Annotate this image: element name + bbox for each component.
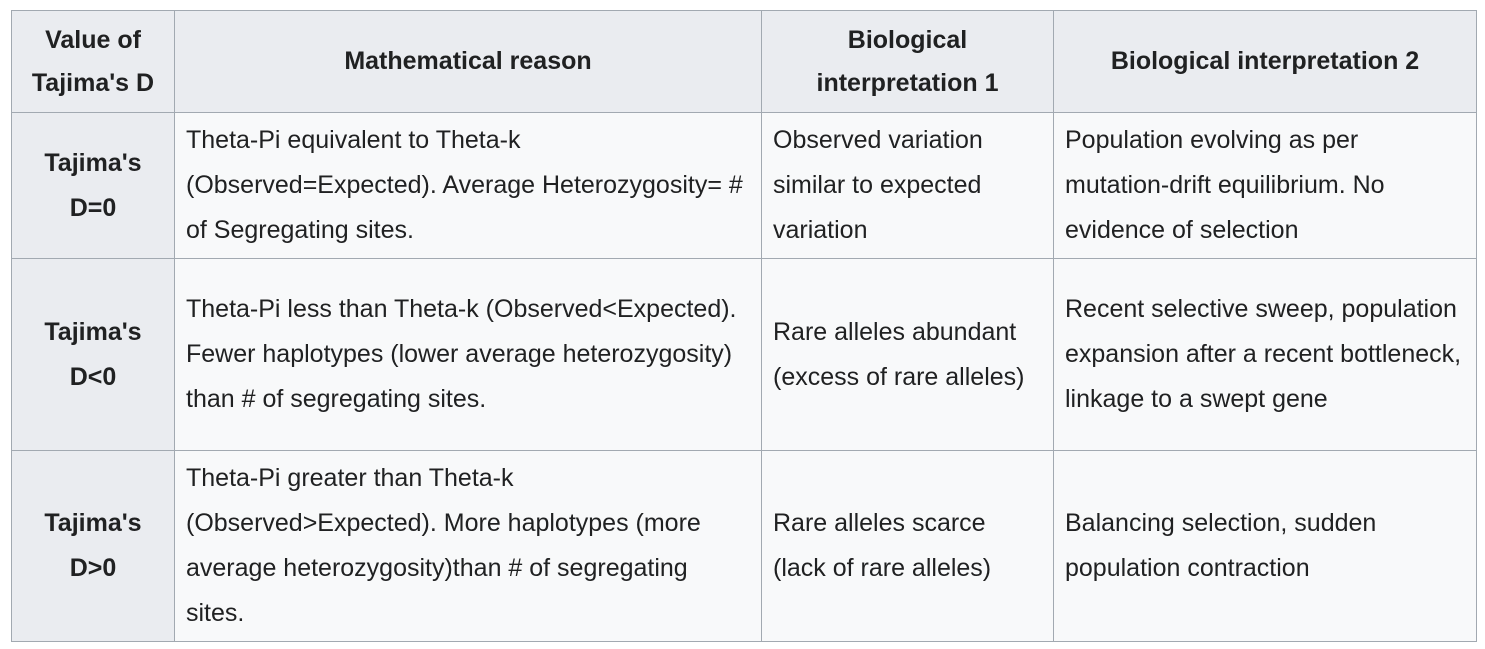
table-row: Tajima's D=0 Theta-Pi equivalent to Thet… <box>11 112 1477 259</box>
bio-interpretation-2-cell: Recent selective sweep, population expan… <box>1053 258 1477 451</box>
bio-interpretation-1-cell: Observed variation similar to expected v… <box>761 112 1054 259</box>
math-reason-cell: Theta-Pi equivalent to Theta-k (Observed… <box>174 112 762 259</box>
header-value: Value of Tajima's D <box>11 10 175 113</box>
table-row: Tajima's D>0 Theta-Pi greater than Theta… <box>11 450 1477 642</box>
math-reason-cell: Theta-Pi less than Theta-k (Observed<Exp… <box>174 258 762 451</box>
header-bio-interpretation-1: Biological interpretation 1 <box>761 10 1054 113</box>
row-value-cell: Tajima's D>0 <box>11 450 175 642</box>
tajimas-d-table: Value of Tajima's D Mathematical reason … <box>11 10 1477 642</box>
table-row: Tajima's D<0 Theta-Pi less than Theta-k … <box>11 258 1477 451</box>
bio-interpretation-2-cell: Population evolving as per mutation-drif… <box>1053 112 1477 259</box>
table-header: Value of Tajima's D Mathematical reason … <box>11 10 1477 113</box>
table-body: Tajima's D=0 Theta-Pi equivalent to Thet… <box>11 112 1477 642</box>
bio-interpretation-1-cell: Rare alleles scarce (lack of rare allele… <box>761 450 1054 642</box>
header-row: Value of Tajima's D Mathematical reason … <box>11 10 1477 113</box>
header-bio-interpretation-2: Biological interpretation 2 <box>1053 10 1477 113</box>
row-value-cell: Tajima's D=0 <box>11 112 175 259</box>
row-value-cell: Tajima's D<0 <box>11 258 175 451</box>
math-reason-cell: Theta-Pi greater than Theta-k (Observed>… <box>174 450 762 642</box>
bio-interpretation-1-cell: Rare alleles abundant (excess of rare al… <box>761 258 1054 451</box>
header-math-reason: Mathematical reason <box>174 10 762 113</box>
bio-interpretation-2-cell: Balancing selection, sudden population c… <box>1053 450 1477 642</box>
